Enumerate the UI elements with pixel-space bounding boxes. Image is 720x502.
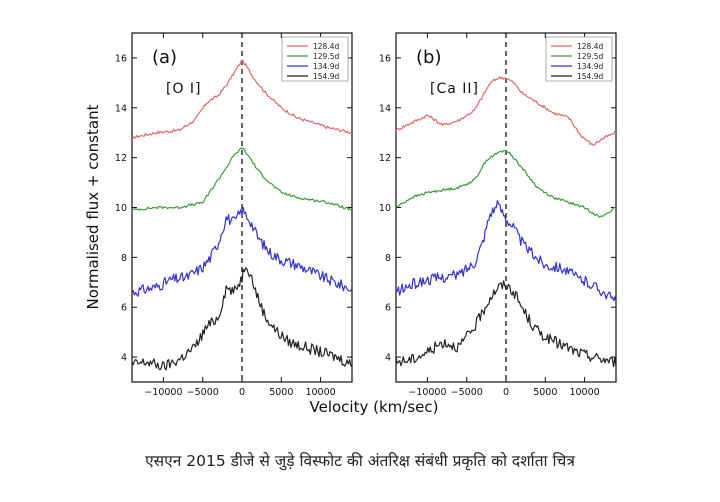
x-axis-label: Velocity (km/sec) bbox=[310, 398, 439, 416]
legend-label: 128.4d bbox=[313, 42, 339, 51]
figure-caption: एसएन 2015 डीजे से जुड़े विस्फोट की अंतरि… bbox=[145, 452, 575, 470]
series-line-129.5d bbox=[131, 147, 353, 212]
y-tick-label: 8 bbox=[385, 253, 391, 264]
series-line-134.9d bbox=[395, 200, 617, 303]
y-tick-label: 4 bbox=[385, 353, 391, 364]
y-tick-label: 12 bbox=[379, 153, 391, 164]
legend bbox=[281, 36, 349, 82]
y-tick-label: 8 bbox=[121, 253, 127, 264]
legend bbox=[545, 36, 613, 82]
x-tick-label: 0 bbox=[239, 387, 245, 398]
y-tick-label: 6 bbox=[385, 303, 391, 314]
y-axis-label: Normalised flux + constant bbox=[84, 104, 102, 309]
legend-label: 129.5d bbox=[313, 52, 339, 61]
series-line-154.9d bbox=[131, 267, 353, 371]
x-tick-label: −10000 bbox=[144, 387, 182, 398]
y-tick-label: 14 bbox=[115, 103, 127, 114]
y-tick-label: 6 bbox=[121, 303, 127, 314]
series-line-129.5d bbox=[395, 149, 617, 218]
x-tick-label: 0 bbox=[503, 387, 509, 398]
y-tick-label: 10 bbox=[115, 203, 127, 214]
x-tick-label: 5000 bbox=[533, 387, 557, 398]
legend-label: 134.9d bbox=[313, 62, 339, 71]
x-tick-label: 10000 bbox=[569, 387, 599, 398]
spectra-figure: 4 6 8 10 12 14 16 −10000 −5000 0 5000 10000 (a) [O I]… bbox=[84, 32, 617, 416]
spectral-line-label: [Ca II] bbox=[430, 81, 479, 97]
panel-a: 4 6 8 10 12 14 16 −10000 −5000 0 5000 10000 (a) [O I]… bbox=[115, 32, 353, 398]
y-tick-label: 16 bbox=[379, 53, 391, 64]
x-tick-label: 5000 bbox=[269, 387, 293, 398]
x-tick-label: 10000 bbox=[305, 387, 335, 398]
y-tick-label: 14 bbox=[379, 103, 391, 114]
y-tick-label: 4 bbox=[121, 353, 127, 364]
legend-label: 154.9d bbox=[313, 72, 339, 81]
y-tick-label: 16 bbox=[115, 53, 127, 64]
series-line-154.9d bbox=[395, 280, 617, 368]
series-line-134.9d bbox=[131, 206, 353, 297]
legend-label: 129.5d bbox=[577, 52, 603, 61]
x-tick-label: −10000 bbox=[408, 387, 446, 398]
panel-label: (a) bbox=[152, 47, 177, 68]
spectral-line-label: [O I] bbox=[166, 81, 202, 97]
panel-label: (b) bbox=[416, 47, 441, 68]
series-line-128.4d bbox=[395, 76, 617, 146]
series-line-128.4d bbox=[131, 59, 353, 140]
x-tick-label: −5000 bbox=[187, 387, 219, 398]
y-tick-label: 10 bbox=[379, 203, 391, 214]
y-tick-label: 12 bbox=[115, 153, 127, 164]
legend-label: 134.9d bbox=[577, 62, 603, 71]
panel-b: 4 6 8 10 12 14 16 −10000 −5000 0 5000 10000 (b) [Ca I… bbox=[379, 32, 617, 398]
x-tick-label: −5000 bbox=[451, 387, 483, 398]
legend-label: 154.9d bbox=[577, 72, 603, 81]
legend-label: 128.4d bbox=[577, 42, 603, 51]
